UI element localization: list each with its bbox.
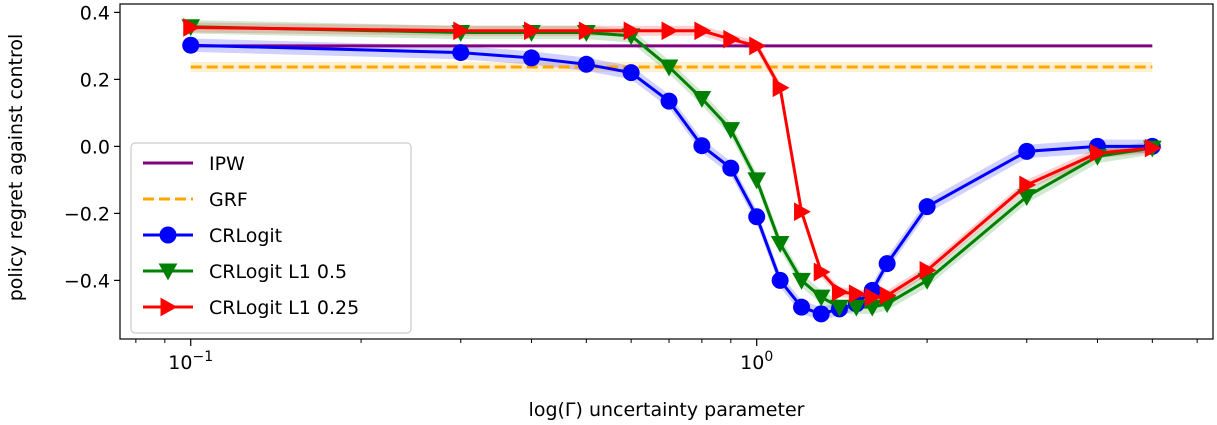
- legend-grf-label: GRF: [209, 189, 248, 211]
- crlogit-l1-0-5-point: [830, 299, 849, 317]
- crlogit-point: [693, 137, 711, 155]
- crlogit-point: [771, 271, 789, 289]
- crlogit-l1-0-25-point: [1019, 175, 1037, 195]
- y-tick-label: −0.4: [64, 270, 110, 292]
- y-tick-label: −0.2: [64, 203, 110, 225]
- crlogit-point: [660, 92, 678, 110]
- crlogit-l1-0-5-point: [659, 59, 679, 77]
- legend-crlogit-marker: [159, 226, 177, 244]
- crlogit-point: [1018, 142, 1036, 160]
- crlogit-l1-0-25-point: [879, 286, 897, 305]
- crlogit-point: [748, 208, 766, 226]
- legend: IPW GRF CRLogit CRLogit L1 0.5 CRLogit L1 0.…: [130, 142, 412, 334]
- crlogit-l1-0-5-point: [747, 172, 767, 190]
- legend-ipw-label: IPW: [209, 153, 245, 175]
- legend-crlogit-l1-0-5-label: CRLogit L1 0.5: [209, 261, 347, 283]
- crlogit-l1-0-25-point: [919, 260, 937, 280]
- crlogit-l1-0-25-point: [831, 282, 849, 302]
- legend-crlogit-l1-0-5-marker: [158, 263, 178, 281]
- crlogit-point: [878, 255, 896, 273]
- crlogit-point: [793, 298, 811, 316]
- crlogit-l1-0-25-point: [864, 287, 882, 307]
- crlogit-l1-0-5-line: [190, 25, 1153, 309]
- crlogit-l1-0-25-point: [794, 202, 811, 222]
- crlogit-point: [182, 36, 200, 54]
- crlogit-l1-0-5-point: [692, 90, 712, 108]
- crlogit-l1-0-25-point: [623, 21, 641, 41]
- crlogit-point: [577, 55, 595, 73]
- y-tick-label: 0.2: [80, 69, 110, 91]
- series-markers: [181, 18, 1162, 323]
- crlogit-point: [522, 49, 540, 67]
- crlogit-l1-0-25-point: [1144, 138, 1162, 158]
- crlogit-l1-0-5-point: [792, 272, 811, 290]
- crlogit-point: [622, 64, 640, 82]
- y-tick-label: 0.0: [80, 136, 110, 158]
- y-axis-label: policy regret against control: [5, 34, 27, 302]
- axis-ticks: 0.4 0.2 0.0 −0.2 −0.4 10−1 100: [64, 2, 1198, 374]
- crlogit-l1-0-25-point: [1089, 143, 1107, 163]
- crlogit-l1-0-25-point: [183, 18, 201, 37]
- x-axis-label: log(Γ) uncertainty parameter: [529, 399, 805, 421]
- crlogit-l1-0-5-point: [1017, 189, 1037, 206]
- crlogit-point: [722, 159, 740, 177]
- crlogit-l1-0-25-point: [661, 21, 679, 41]
- x-tick-label: 10−1: [168, 349, 213, 374]
- crlogit-l1-0-5-point: [770, 236, 790, 253]
- x-tick-label: 100: [740, 349, 773, 374]
- crlogit-l1-0-5-point: [721, 122, 741, 139]
- crlogit-l1-0-25-point: [723, 29, 741, 49]
- crlogit-point: [452, 44, 470, 62]
- legend-crlogit-l1-0-25-label: CRLogit L1 0.25: [209, 297, 359, 319]
- crlogit-l1-0-25-point: [523, 21, 541, 41]
- crlogit-l1-0-5-point: [811, 289, 831, 307]
- crlogit-point: [918, 198, 936, 216]
- legend-box: [130, 142, 412, 334]
- crlogit-l1-0-25-point: [694, 21, 712, 41]
- legend-crlogit-label: CRLogit: [209, 225, 282, 247]
- crlogit-l1-0-25-point: [848, 284, 866, 304]
- y-tick-label: 0.4: [80, 2, 110, 24]
- plot-frame: [119, 3, 1214, 340]
- crlogit-point: [812, 305, 830, 323]
- crlogit-l1-0-25-point: [813, 262, 831, 282]
- crlogit-l1-0-25-point: [578, 21, 596, 41]
- legend-crlogit-l1-0-25-marker: [160, 297, 178, 317]
- crlogit-l1-0-5-point: [847, 299, 866, 317]
- crlogit-l1-0-25-point: [453, 21, 471, 41]
- crlogit-l1-0-25-point: [772, 78, 790, 98]
- crlogit-l1-0-25-point: [749, 36, 767, 56]
